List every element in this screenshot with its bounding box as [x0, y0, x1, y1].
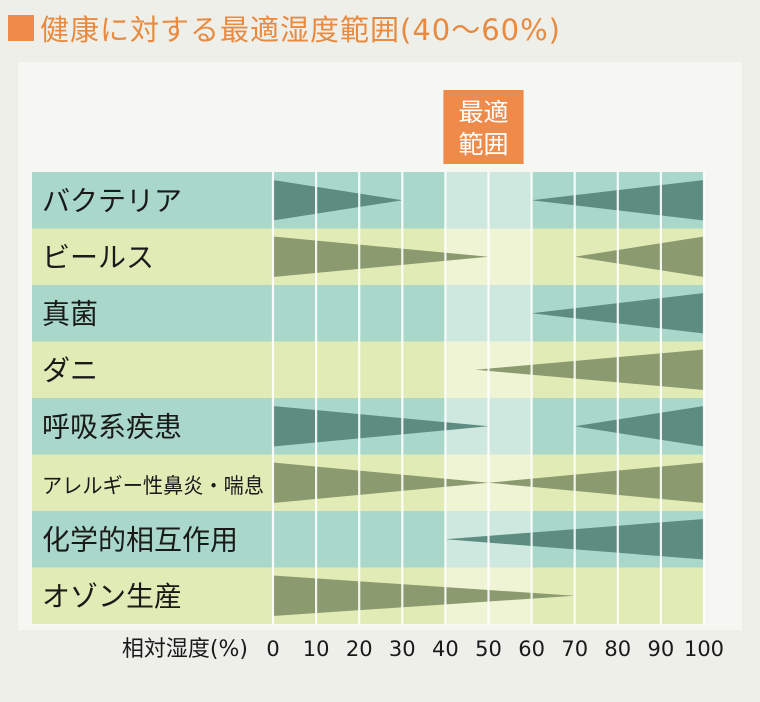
wedge-high: [488, 462, 704, 503]
x-tick-label: 60: [518, 637, 545, 661]
x-tick-label: 0: [266, 637, 279, 661]
wedge-high: [574, 236, 704, 277]
x-tick-label: 40: [432, 637, 459, 661]
x-tick-label: 70: [561, 637, 588, 661]
x-tick-label: 90: [648, 637, 675, 661]
wedge-high: [574, 406, 704, 447]
x-tick-label: 20: [346, 637, 373, 661]
optimal-range-label: 最適: [458, 98, 508, 127]
wedge-low: [273, 180, 403, 221]
x-axis-label: 相対湿度(%): [122, 637, 248, 662]
wedge-low: [273, 406, 489, 447]
optimal-range-box: [443, 90, 524, 164]
x-tick-label: 30: [389, 637, 416, 661]
row-label: オゾン生産: [42, 580, 182, 613]
wedge-low: [273, 236, 489, 277]
x-tick-label: 80: [604, 637, 631, 661]
row-label: 真菌: [42, 297, 98, 330]
wedge-high: [475, 349, 704, 390]
row-label: 化学的相互作用: [42, 523, 238, 556]
wedge-low: [273, 575, 575, 616]
wedge-low: [273, 462, 489, 503]
chart-title: 健康に対する最適湿度範囲(40〜60%): [40, 13, 561, 47]
row-label: バクテリア: [42, 184, 182, 217]
row-label: ビールス: [42, 241, 154, 274]
x-tick-label: 10: [303, 637, 330, 661]
chart-title-row: 健康に対する最適湿度範囲(40〜60%): [8, 6, 561, 50]
optimal-range-label: 範囲: [458, 130, 508, 159]
title-bullet-square: [8, 15, 34, 41]
row-label: アレルギー性鼻炎・喘息: [42, 474, 264, 498]
row-label: ダニ: [42, 354, 98, 387]
x-tick-label: 50: [475, 637, 502, 661]
x-tick-label: 100: [684, 637, 724, 661]
row-label: 呼吸系疾患: [42, 410, 182, 443]
